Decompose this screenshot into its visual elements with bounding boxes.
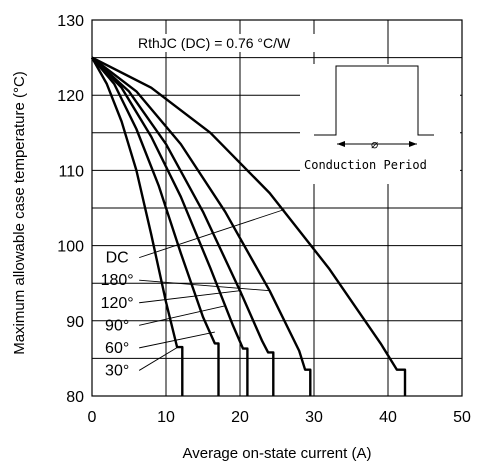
y-tick-labels: 80 90 100 110 120 130 — [57, 13, 84, 406]
y-axis-label: Maximum allowable case temperature (°C) — [11, 71, 28, 355]
leader-line-30deg — [138, 346, 179, 371]
series-label-60deg: 60° — [105, 340, 129, 357]
rthjc-annotation: RthJC (DC) = 0.76 °C/W — [138, 35, 291, 51]
series-labels: 30° 60° 90° 120° 180° DC — [101, 250, 134, 380]
inset-phi-symbol: ∅ — [371, 138, 378, 152]
y-tick-label-80: 80 — [66, 389, 84, 406]
x-tick-label-50: 50 — [453, 409, 471, 426]
series-label-180deg: 180° — [101, 272, 134, 289]
x-tick-labels: 0 10 20 30 40 50 — [88, 409, 471, 426]
series-label-90deg: 90° — [105, 317, 129, 334]
leader-line-180deg — [139, 279, 270, 292]
x-tick-label-20: 20 — [231, 409, 249, 426]
leader-line-120deg — [139, 290, 241, 304]
x-tick-label-0: 0 — [88, 409, 97, 426]
inset-label: Conduction Period — [304, 158, 427, 172]
y-tick-label-130: 130 — [57, 13, 84, 30]
plot-area-frame — [91, 19, 463, 397]
x-axis-label: Average on-state current (A) — [183, 445, 372, 462]
curve-90deg — [91, 56, 249, 396]
annotation-backdrop — [134, 34, 348, 52]
leader-line-dc — [139, 209, 285, 259]
y-tick-label-90: 90 — [66, 314, 84, 331]
conduction-period-inset: ∅ Conduction Period — [300, 64, 460, 184]
inset-arrow-left — [337, 141, 345, 147]
curve-dc — [91, 56, 407, 396]
callout-lines — [138, 209, 285, 371]
x-tick-label-10: 10 — [157, 409, 175, 426]
curve-60deg — [91, 56, 220, 396]
y-tick-label-110: 110 — [58, 163, 84, 180]
curve-120deg — [91, 56, 275, 396]
series-label-30deg: 30° — [105, 362, 129, 379]
inset-arrow-right — [409, 141, 417, 147]
x-tick-label-40: 40 — [379, 409, 397, 426]
y-tick-label-120: 120 — [57, 88, 84, 105]
inset-backdrop — [300, 64, 460, 184]
x-tick-label-30: 30 — [305, 409, 323, 426]
leader-line-60deg — [139, 331, 215, 349]
series-label-120deg: 120° — [101, 295, 134, 312]
inset-waveform — [314, 65, 434, 136]
series-label-dc: DC — [106, 250, 129, 267]
leader-line-90deg — [139, 305, 226, 326]
y-tick-label-100: 100 — [57, 239, 84, 256]
curve-30deg — [90, 57, 184, 396]
